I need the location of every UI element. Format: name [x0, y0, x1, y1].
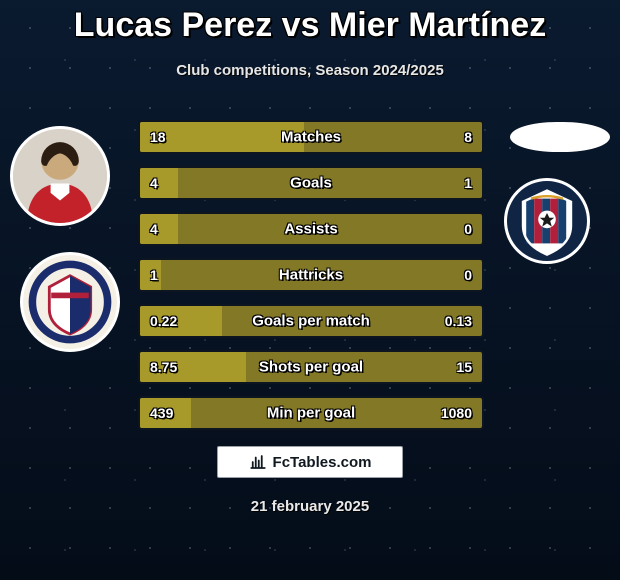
left-club-crest: [20, 252, 120, 352]
stat-right-value: 0: [464, 267, 472, 283]
stat-left-value: 4: [150, 221, 158, 237]
stat-metric-label: Hattricks: [279, 267, 343, 284]
stat-right-value: 15: [456, 359, 472, 375]
stat-left-value: 439: [150, 405, 173, 421]
stat-right-value: 1080: [441, 405, 472, 421]
stat-row: 4 Assists 0: [138, 212, 484, 246]
stat-left-value: 4: [150, 175, 158, 191]
brand-label: FcTables.com: [273, 454, 372, 471]
stat-bar-fill: [140, 168, 178, 198]
stat-right-value: 0.13: [445, 313, 472, 329]
stat-metric-label: Goals: [290, 175, 332, 192]
stat-row: 8.75 Shots per goal 15: [138, 350, 484, 384]
stat-metric-label: Min per goal: [267, 405, 355, 422]
left-player-avatar: [10, 126, 110, 226]
stat-left-value: 18: [150, 129, 166, 145]
stat-left-value: 8.75: [150, 359, 177, 375]
stat-right-value: 1: [464, 175, 472, 191]
stat-row: 0.22 Goals per match 0.13: [138, 304, 484, 338]
page-subtitle: Club competitions, Season 2024/2025: [0, 62, 620, 79]
club-crest-icon: [507, 181, 587, 261]
stat-left-value: 0.22: [150, 313, 177, 329]
stat-left-value: 1: [150, 267, 158, 283]
stat-metric-label: Shots per goal: [259, 359, 363, 376]
stat-row: 1 Hattricks 0: [138, 258, 484, 292]
stat-row: 4 Goals 1: [138, 166, 484, 200]
date-line: 21 february 2025: [0, 498, 620, 515]
right-player-placeholder: [510, 122, 610, 152]
page-title: Lucas Perez vs Mier Martínez: [0, 6, 620, 45]
bar-chart-icon: [249, 453, 267, 471]
player-silhouette-icon: [13, 129, 107, 223]
stat-row: 439 Min per goal 1080: [138, 396, 484, 430]
brand-card: FcTables.com: [217, 446, 403, 478]
right-club-crest: [504, 178, 590, 264]
club-crest-icon: [23, 255, 117, 349]
stat-right-value: 8: [464, 129, 472, 145]
stats-bar-group: 18 Matches 8 4 Goals 1 4 Assists 0 1 Hattricks 0 0.2…: [138, 120, 484, 442]
stat-metric-label: Goals per match: [252, 313, 370, 330]
stat-bar-fill: [140, 214, 178, 244]
stat-metric-label: Assists: [284, 221, 337, 238]
stat-row: 18 Matches 8: [138, 120, 484, 154]
stat-right-value: 0: [464, 221, 472, 237]
stat-metric-label: Matches: [281, 129, 341, 146]
